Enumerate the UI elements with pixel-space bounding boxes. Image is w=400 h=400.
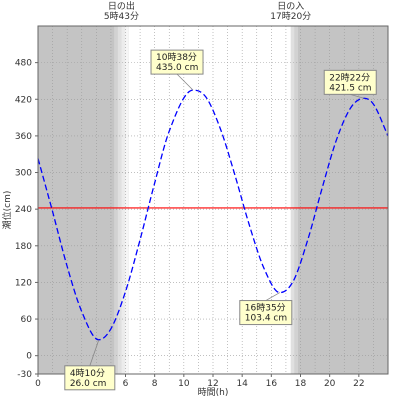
sun-event-label: 日の入 — [277, 1, 304, 12]
callout-time: 22時22分 — [329, 72, 370, 83]
callout-box — [239, 300, 293, 326]
x-tick-label: 6 — [123, 379, 129, 389]
callout-time: 16時35分 — [245, 303, 286, 314]
sun-event-time: 17時20分 — [270, 11, 311, 22]
x-tick-label: 22 — [353, 379, 364, 389]
y-tick-label: 360 — [15, 132, 32, 142]
twilight-band — [125, 26, 129, 374]
y-tick-label: 300 — [15, 169, 32, 179]
y-tick-label: 420 — [15, 95, 32, 105]
y-tick-label: 480 — [15, 59, 32, 69]
callout-pointer — [350, 93, 365, 99]
callout-time: 10時38分 — [156, 52, 197, 63]
y-tick-label: 60 — [21, 315, 33, 325]
x-tick-label: 0 — [35, 379, 41, 389]
callout-value: 435.0 cm — [156, 63, 198, 73]
x-tick-label: 16 — [266, 379, 278, 389]
callout-pointer — [265, 292, 280, 301]
callout-pointer — [176, 73, 194, 91]
x-tick-label: 14 — [236, 379, 248, 389]
y-tick-label: 240 — [15, 205, 32, 215]
x-tick-label: 10 — [178, 379, 190, 389]
twilight-band — [294, 26, 299, 374]
callout-box — [323, 69, 377, 95]
y-axis-label: 潮位(cm) — [1, 191, 13, 230]
callout-box — [64, 365, 116, 391]
callout-box — [150, 49, 204, 75]
y-tick-label: 0 — [26, 352, 32, 362]
twilight-band — [121, 26, 126, 374]
y-axis-ticks: -30 0 60 120 180 240 300 360 420 480 — [15, 59, 38, 380]
callout-value: 26.0 cm — [70, 379, 107, 389]
twilight-band — [114, 26, 118, 374]
tide-curve — [37, 89, 389, 341]
twilight-band — [117, 26, 122, 374]
x-axis-label: 時間(h) — [198, 387, 229, 398]
x-tick-label: 8 — [152, 379, 158, 389]
twilight-band — [290, 26, 295, 374]
callout-value: 103.4 cm — [245, 314, 287, 324]
sun-event-label: 日の出 — [108, 0, 135, 12]
callout-pointer — [89, 339, 100, 366]
callout-time: 4時10分 — [70, 368, 105, 379]
x-tick-label: 20 — [324, 379, 336, 389]
x-tick-label: 18 — [295, 379, 307, 389]
callout-value: 421.5 cm — [329, 83, 371, 93]
y-tick-label: 180 — [15, 242, 32, 252]
sun-event-time: 5時43分 — [104, 11, 139, 22]
y-tick-label: -30 — [17, 370, 32, 380]
y-tick-label: 120 — [15, 278, 32, 288]
x-tick-label: 12 — [207, 379, 218, 389]
